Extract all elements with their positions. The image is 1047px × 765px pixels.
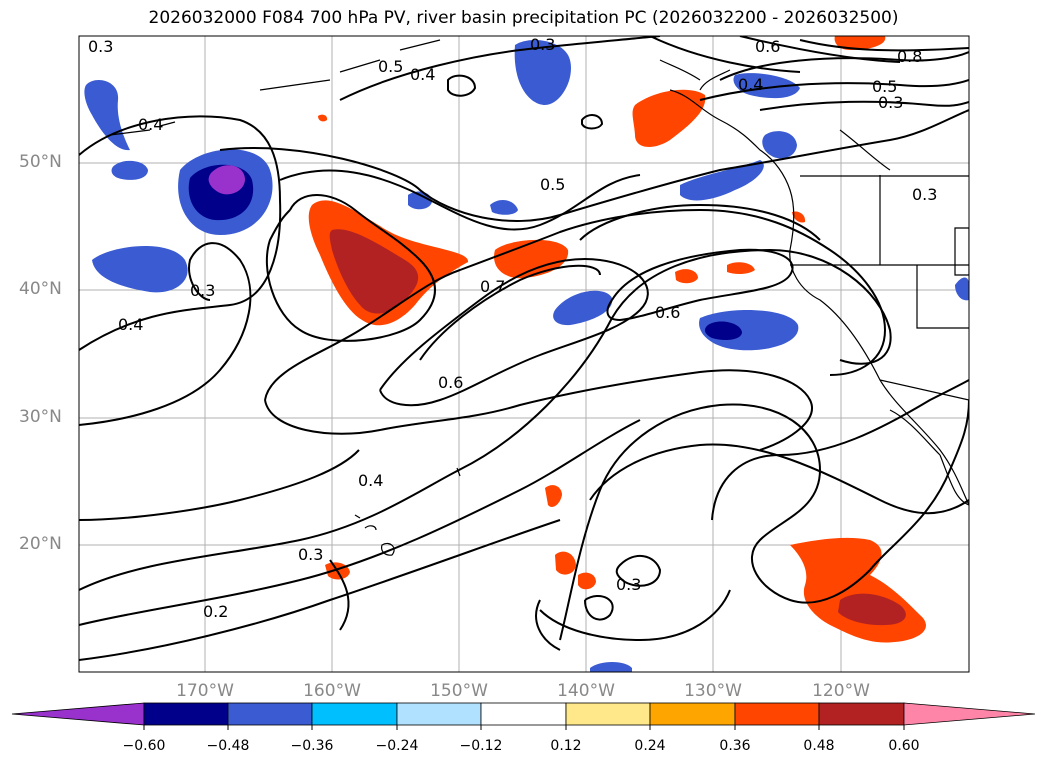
contour-label: 0.4 (738, 75, 763, 94)
colorbar-extend-min (11, 702, 145, 726)
colorbar-tick-label: 0.12 (550, 738, 582, 754)
colorbar-tick-label: −0.24 (375, 738, 419, 754)
lon-label: 160°W (303, 681, 361, 701)
contour-label: 0.4 (410, 65, 435, 84)
contour-labels: 0.3 0.3 0.4 0.5 0.4 0.6 0.8 0.5 0.3 0.4 … (88, 35, 937, 621)
contour-label: 0.5 (378, 57, 403, 76)
colorbar-tick-label: 0.48 (803, 738, 835, 754)
contour-label: 0.7 (480, 277, 505, 296)
contour-label: 0.2 (203, 602, 228, 621)
colorbar-segment (143, 702, 229, 726)
colorbar-segment (227, 702, 313, 726)
colorbar-tick-label: −0.36 (290, 738, 334, 754)
colorbar-segment (396, 702, 482, 726)
map-title: 2026032000 F084 700 hPa PV, river basin … (148, 8, 899, 28)
colorbar-tick-label: 0.24 (634, 738, 666, 754)
lon-label: 140°W (557, 681, 615, 701)
contour-label: 0.3 (616, 575, 641, 594)
contour-label: 0.4 (118, 315, 143, 334)
lon-label: 130°W (684, 681, 742, 701)
colorbar-segment (480, 702, 567, 726)
lon-label: 150°W (430, 681, 488, 701)
contour-label: 0.4 (138, 115, 163, 134)
contour-label: 0.8 (897, 47, 922, 66)
contour-label: 0.3 (190, 281, 215, 300)
lat-label: 50°N (19, 152, 62, 172)
colorbar-extend-max (903, 702, 1036, 726)
contour-label: 0.4 (358, 471, 383, 490)
colorbar-tick-label: 0.36 (719, 738, 751, 754)
colorbar-tick-label: 0.60 (888, 738, 920, 754)
colorbar-segment (818, 702, 905, 726)
contour-label: 0.6 (755, 37, 780, 56)
colorbar-segment (565, 702, 651, 726)
contour-label: 0.6 (655, 303, 680, 322)
contour-label: 0.5 (872, 77, 897, 96)
lon-label: 170°W (176, 681, 234, 701)
lat-label: 40°N (19, 279, 62, 299)
pv-contours (79, 36, 969, 661)
lat-label: 20°N (19, 534, 62, 554)
colorbar-segment (649, 702, 736, 726)
colorbar-segment (311, 702, 398, 726)
colorbar-segment (734, 702, 820, 726)
contour-label: 0.3 (912, 185, 937, 204)
contour-label: 0.5 (540, 175, 565, 194)
colorbar-tick-label: −0.12 (459, 738, 503, 754)
contour-label: 0.6 (438, 373, 463, 392)
coastlines (109, 39, 969, 506)
colorbar-tick-label: −0.48 (206, 738, 250, 754)
lat-label: 30°N (19, 407, 62, 427)
lon-label: 120°W (812, 681, 870, 701)
contour-label: 0.3 (88, 37, 113, 56)
colorbar-tick-label: −0.60 (122, 738, 166, 754)
islands (354, 467, 461, 556)
contour-label: 0.3 (530, 35, 555, 54)
contour-label: 0.3 (878, 93, 903, 112)
map-frame (78, 35, 970, 673)
colorbar (11, 702, 1036, 726)
negative-precip-areas (84, 40, 969, 672)
positive-precip-areas (308, 36, 926, 643)
contour-label: 0.3 (298, 545, 323, 564)
